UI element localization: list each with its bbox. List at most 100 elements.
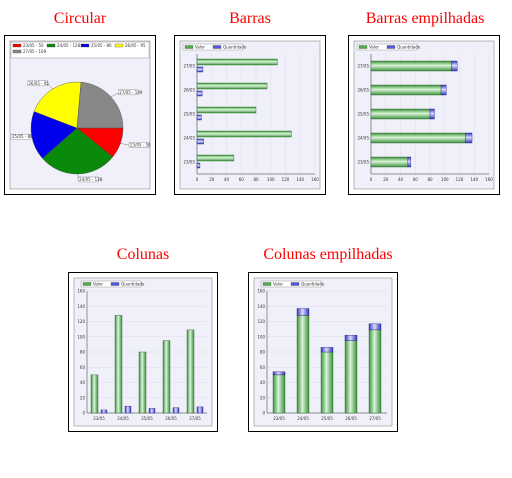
- bar-valor: [196, 58, 278, 66]
- pie-slice: [33, 81, 82, 129]
- legend-label: 27/05 - 109: [23, 49, 47, 54]
- bar-quantidade: [440, 84, 447, 96]
- y-tick-label: 0: [82, 411, 85, 416]
- legend-swatch: [114, 43, 124, 48]
- legend-swatch: [82, 282, 92, 286]
- y-tick-label: 40: [80, 380, 86, 385]
- column-valor: [162, 340, 171, 414]
- x-tick-label: 0: [196, 177, 199, 182]
- y-tick-label: 80: [260, 350, 266, 355]
- column-valor: [114, 315, 123, 414]
- y-tick-label: 100: [257, 334, 265, 339]
- legend-label: 25/05 - 80: [91, 43, 112, 48]
- pie-label-box: [27, 80, 48, 87]
- legend-label: Quantidade: [223, 45, 247, 50]
- y-tick-label: 60: [80, 365, 86, 370]
- x-tick-label: 20: [209, 177, 215, 182]
- legend-swatch: [110, 282, 120, 286]
- column-chart: Valor Quantidade 0 20 40 60 80 100 120 140 160 23/0…: [73, 277, 213, 427]
- bar-quantidade: [465, 132, 473, 144]
- y-tick-label: 120: [257, 319, 265, 324]
- legend-label: Quantidade: [397, 45, 421, 50]
- stacked-column-chart: Valor Quantidade 0 20 40 60 80 100 120 140 160 23/0…: [253, 277, 393, 427]
- bar-valor: [370, 108, 431, 120]
- pie-label-leader: [120, 143, 130, 146]
- y-tick-label: 60: [260, 365, 266, 370]
- column-quantidade: [148, 408, 156, 414]
- x-tick-label: 160: [485, 177, 493, 182]
- stacked-column-chart-title: Colunas empilhadas: [263, 246, 393, 263]
- x-tick-label: 25/05: [321, 416, 333, 421]
- legend-swatch: [184, 45, 194, 49]
- pie-label: 23/05 - 50: [130, 142, 151, 147]
- bar-valor: [196, 154, 235, 162]
- column-quantidade: [172, 407, 180, 414]
- y-tick-label: 27/05: [357, 64, 369, 69]
- pie-label-box: [128, 142, 150, 148]
- column-valor: [186, 329, 195, 414]
- pie-label-box: [10, 133, 32, 140]
- legend-swatch: [46, 43, 56, 48]
- bar-quantidade: [196, 138, 204, 145]
- y-tick-label: 40: [260, 380, 266, 385]
- column-valor: [296, 315, 310, 414]
- y-tick-label: 140: [257, 304, 265, 309]
- legend-swatch: [12, 43, 22, 48]
- column-valor: [344, 340, 358, 414]
- x-tick-label: 100: [267, 177, 275, 182]
- column-quantidade: [272, 371, 286, 376]
- pie-label-leader: [47, 83, 53, 90]
- bar-quantidade: [196, 114, 202, 121]
- x-tick-label: 160: [311, 177, 319, 182]
- pie-chart-panel: 23/05 - 50 24/05 - 128 25/05 - 80 26/05 - 9…: [4, 35, 156, 195]
- column-valor: [138, 351, 147, 414]
- bar-valor: [370, 84, 442, 96]
- stacked-bar-chart-panel: Valor Quantidade 0 20 40 60 80 100 120 140 160 27/0…: [348, 35, 500, 195]
- y-tick-label: 100: [77, 334, 85, 339]
- x-tick-label: 140: [296, 177, 304, 182]
- pie-chart-title: Circular: [53, 10, 107, 27]
- x-tick-label: 140: [470, 177, 478, 182]
- x-tick-label: 60: [413, 177, 419, 182]
- bar-valor: [196, 106, 257, 114]
- x-tick-label: 27/05: [189, 416, 201, 421]
- x-tick-label: 40: [224, 177, 230, 182]
- legend-label: 23/05 - 50: [23, 43, 44, 48]
- column-valor: [272, 374, 286, 414]
- bar-quantidade: [451, 60, 458, 72]
- legend-swatch: [358, 45, 368, 49]
- x-tick-label: 120: [282, 177, 290, 182]
- x-tick-label: 40: [398, 177, 404, 182]
- pie-slice: [76, 81, 124, 129]
- x-tick-label: 100: [441, 177, 449, 182]
- x-tick-label: 120: [456, 177, 464, 182]
- y-tick-label: 25/05: [183, 112, 195, 117]
- column-valor: [90, 374, 99, 414]
- column-quantidade: [368, 323, 382, 331]
- x-tick-label: 26/05: [345, 416, 357, 421]
- pie-slice: [42, 127, 114, 175]
- legend-label: Quantidade: [121, 282, 145, 287]
- column-chart-title: Colunas: [116, 246, 170, 263]
- x-tick-label: 24/05: [297, 416, 309, 421]
- x-tick-label: 80: [427, 177, 433, 182]
- y-tick-label: 80: [80, 350, 86, 355]
- x-tick-label: 0: [370, 177, 373, 182]
- y-tick-label: 20: [80, 395, 86, 400]
- legend-swatch: [290, 282, 300, 286]
- bar-quantidade: [196, 90, 203, 97]
- pie-label-leader: [110, 92, 119, 98]
- column-valor: [368, 329, 382, 414]
- column-quantidade: [344, 335, 358, 341]
- plot-area: [179, 40, 321, 190]
- x-tick-label: 20: [383, 177, 389, 182]
- x-tick-label: 26/05: [165, 416, 177, 421]
- y-tick-label: 0: [262, 411, 265, 416]
- x-tick-label: 25/05: [141, 416, 153, 421]
- legend-label: Valor: [93, 282, 103, 287]
- stacked-bar-chart: Valor Quantidade 0 20 40 60 80 100 120 140 160 27/0…: [353, 40, 495, 190]
- x-tick-label: 60: [239, 177, 245, 182]
- legend-label: Valor: [195, 45, 205, 50]
- pie-label-box: [77, 176, 99, 183]
- pie-label: 24/05 - 128: [79, 177, 103, 182]
